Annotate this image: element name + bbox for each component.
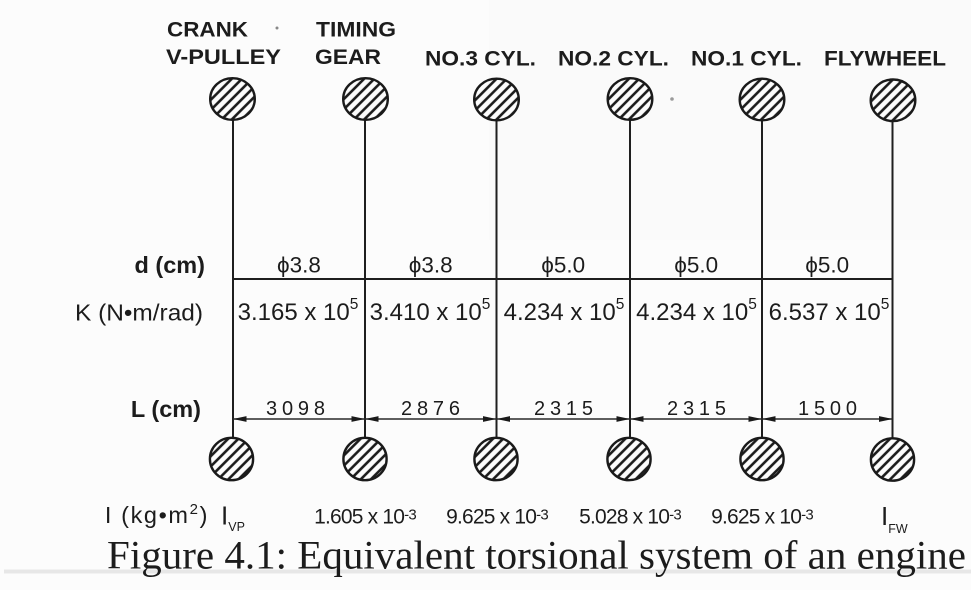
- svg-text:GEAR: GEAR: [315, 45, 381, 69]
- svg-text:L (cm): L (cm): [131, 396, 201, 422]
- svg-text:6.537 x 105: 6.537 x 105: [769, 296, 890, 326]
- svg-text:ϕ5.0: ϕ5.0: [541, 253, 585, 278]
- svg-text:NO.1 CYL.: NO.1 CYL.: [691, 47, 802, 71]
- svg-text:5.028 x 10-3: 5.028 x 10-3: [579, 506, 681, 529]
- svg-text:4.234 x 105: 4.234 x 105: [636, 296, 757, 326]
- svg-text:TIMING: TIMING: [316, 18, 396, 42]
- svg-text:FLYWHEEL: FLYWHEEL: [824, 47, 946, 71]
- svg-text:4.234 x 105: 4.234 x 105: [504, 296, 625, 326]
- svg-text:ϕ5.0: ϕ5.0: [805, 253, 849, 278]
- svg-text:NO.3 CYL.: NO.3 CYL.: [425, 47, 536, 71]
- svg-text:Figure 4.1: Equivalent torsion: Figure 4.1: Equivalent torsional system …: [107, 533, 966, 578]
- svg-text:3.165 x 105: 3.165 x 105: [238, 296, 359, 326]
- svg-text:1.605 x 10-3: 1.605 x 10-3: [314, 506, 416, 529]
- svg-text:ϕ5.0: ϕ5.0: [674, 253, 718, 278]
- svg-text:V-PULLEY: V-PULLEY: [166, 45, 281, 69]
- svg-text:CRANK: CRANK: [167, 18, 248, 42]
- svg-text:NO.2 CYL.: NO.2 CYL.: [558, 47, 669, 71]
- svg-text:9.625 x 10-3: 9.625 x 10-3: [446, 506, 548, 529]
- svg-text:ϕ3.8: ϕ3.8: [409, 253, 453, 278]
- svg-text:9.625 x 10-3: 9.625 x 10-3: [711, 506, 813, 529]
- svg-text:ϕ3.8: ϕ3.8: [277, 253, 321, 278]
- svg-text:K (N•m/rad): K (N•m/rad): [75, 300, 203, 326]
- svg-text:3.410 x 105: 3.410 x 105: [370, 296, 491, 326]
- svg-text:d (cm): d (cm): [135, 252, 206, 278]
